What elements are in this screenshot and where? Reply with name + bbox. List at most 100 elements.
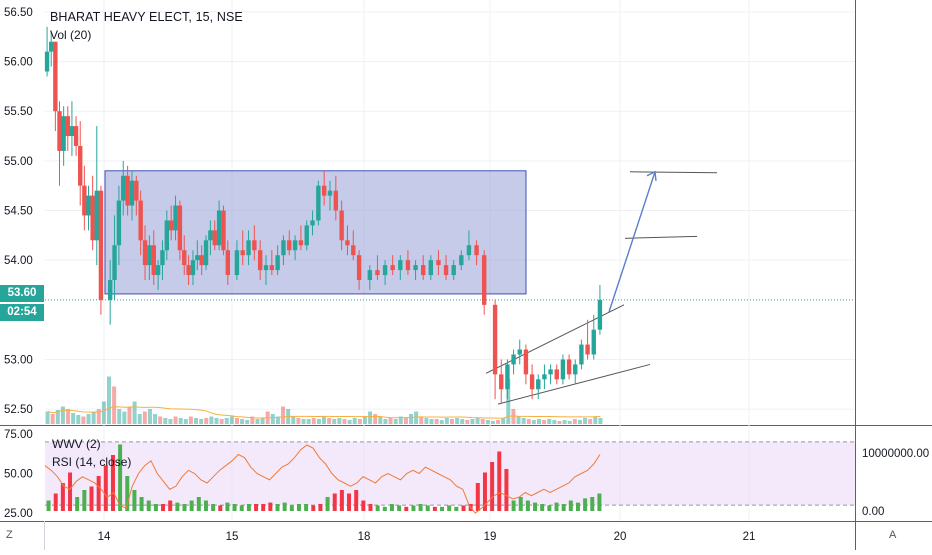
volume-bar-108 <box>598 418 603 424</box>
wwv-right-tick-label-1: 0.00 <box>862 506 884 518</box>
candle-body-64 <box>367 270 373 281</box>
volume-bar-29 <box>194 418 199 424</box>
zoom-toggle-icon[interactable]: Z <box>6 529 13 541</box>
price-tick-label-1: 56.00 <box>4 57 33 69</box>
wwv-bar-32 <box>275 504 280 511</box>
wwv-bar-54 <box>432 506 437 511</box>
wwv-bar-44 <box>361 500 366 511</box>
candle-body-16 <box>116 200 122 246</box>
wwv-bar-45 <box>368 504 373 511</box>
wwv-bar-20 <box>189 500 194 511</box>
candle-body-97 <box>597 299 603 330</box>
volume-bar-72 <box>414 411 419 424</box>
rsi-tick-label-1: 50.00 <box>4 469 33 481</box>
drawing-annotations[interactable] <box>45 170 855 405</box>
projection-arrow-head <box>646 170 657 181</box>
volume-bar-11 <box>101 401 106 424</box>
wwv-bar-64 <box>504 469 509 511</box>
candle-body-74 <box>443 265 449 276</box>
candle-body-78 <box>474 245 479 256</box>
candle-body-66 <box>382 265 388 276</box>
volume-bar-24 <box>168 419 173 424</box>
volume-bar-73 <box>419 416 424 424</box>
volume-bar-55 <box>327 418 332 424</box>
wwv-bar-11 <box>125 476 130 511</box>
candle-body-77 <box>466 245 472 256</box>
candle-body-49 <box>275 255 280 271</box>
volume-bar-44 <box>270 414 275 424</box>
volume-bar-63 <box>368 411 373 424</box>
wwv-bar-53 <box>425 505 430 511</box>
candle-body-62 <box>351 245 356 256</box>
rsi-legend[interactable]: RSI (14, close) <box>52 455 132 469</box>
wwv-legend[interactable]: WWV (2) <box>52 437 101 451</box>
wwv-bar-1 <box>53 493 58 511</box>
wwv-bar-42 <box>347 493 352 511</box>
volume-bar-52 <box>311 418 316 424</box>
wwv-bar-34 <box>289 505 294 511</box>
volume-bar-88 <box>496 420 501 424</box>
candle-body-84 <box>517 349 522 355</box>
candle-body-93 <box>573 364 578 375</box>
wwv-bar-73 <box>568 500 573 511</box>
volume-bar-98 <box>547 419 552 424</box>
wwv-bar-72 <box>561 504 566 511</box>
volume-bar-78 <box>444 418 449 424</box>
target-line-low <box>624 235 698 239</box>
candle-body-6 <box>69 126 75 137</box>
axis-labels: 56.50 56.00 55.50 55.00 54.50 54.00 53.00 52.50… <box>4 7 929 543</box>
candle-body-80 <box>492 304 498 375</box>
volume-legend[interactable]: Vol (20) <box>50 28 92 42</box>
volume-bar-0 <box>45 411 50 424</box>
candle-body-36 <box>203 240 209 266</box>
candle-body-35 <box>199 255 204 266</box>
volume-bar-106 <box>588 419 593 424</box>
candle-body-19 <box>129 180 135 206</box>
candle-body-70 <box>413 265 418 271</box>
target-line-high <box>629 171 718 174</box>
candle-body-68 <box>398 260 403 271</box>
volume-bar-3 <box>60 406 65 424</box>
wwv-bar-30 <box>261 504 266 511</box>
volume-bar-66 <box>383 419 388 424</box>
volume-bar-5 <box>71 413 76 424</box>
volume-bar-57 <box>337 418 342 424</box>
candle-body-39 <box>216 210 222 246</box>
volume-bar-41 <box>255 419 260 424</box>
wwv-bar-28 <box>246 504 251 511</box>
auto-scale-toggle[interactable]: A <box>889 529 897 541</box>
candle-body-38 <box>212 230 217 246</box>
candle-body-14 <box>107 280 113 300</box>
volume-bar-56 <box>332 419 337 424</box>
volume-bar-64 <box>373 414 378 424</box>
volume-bar-71 <box>409 414 414 424</box>
wwv-bar-0 <box>46 500 51 511</box>
rsi-tick-label-0: 75.00 <box>4 429 33 441</box>
wwv-bar-75 <box>583 498 588 511</box>
chart-title[interactable]: BHARAT HEAVY ELECT, 15, NSE <box>50 10 243 24</box>
wwv-bar-76 <box>590 497 595 511</box>
wwv-bar-5 <box>82 490 87 511</box>
candle-body-12 <box>94 190 99 241</box>
candle-body-37 <box>208 230 213 241</box>
candle-body-92 <box>566 359 572 375</box>
volume-bar-60 <box>352 418 357 424</box>
candle-body-60 <box>339 210 344 241</box>
time-tick-label-1: 15 <box>226 531 239 543</box>
candle-body-7 <box>73 126 79 146</box>
candle-body-23 <box>147 245 152 266</box>
wwv-bar-4 <box>75 497 80 511</box>
volume-bar-45 <box>275 416 280 424</box>
volume-bar-50 <box>301 419 306 424</box>
candle-body-96 <box>591 329 596 355</box>
candle-body-54 <box>304 225 309 246</box>
volume-bar-27 <box>183 419 188 424</box>
volume-bar-85 <box>480 419 485 424</box>
volume-bar-101 <box>562 420 567 424</box>
volume-bar-30 <box>199 419 204 424</box>
volume-bar-48 <box>291 416 296 424</box>
volume-bar-74 <box>424 418 429 424</box>
candle-body-5 <box>65 116 70 137</box>
